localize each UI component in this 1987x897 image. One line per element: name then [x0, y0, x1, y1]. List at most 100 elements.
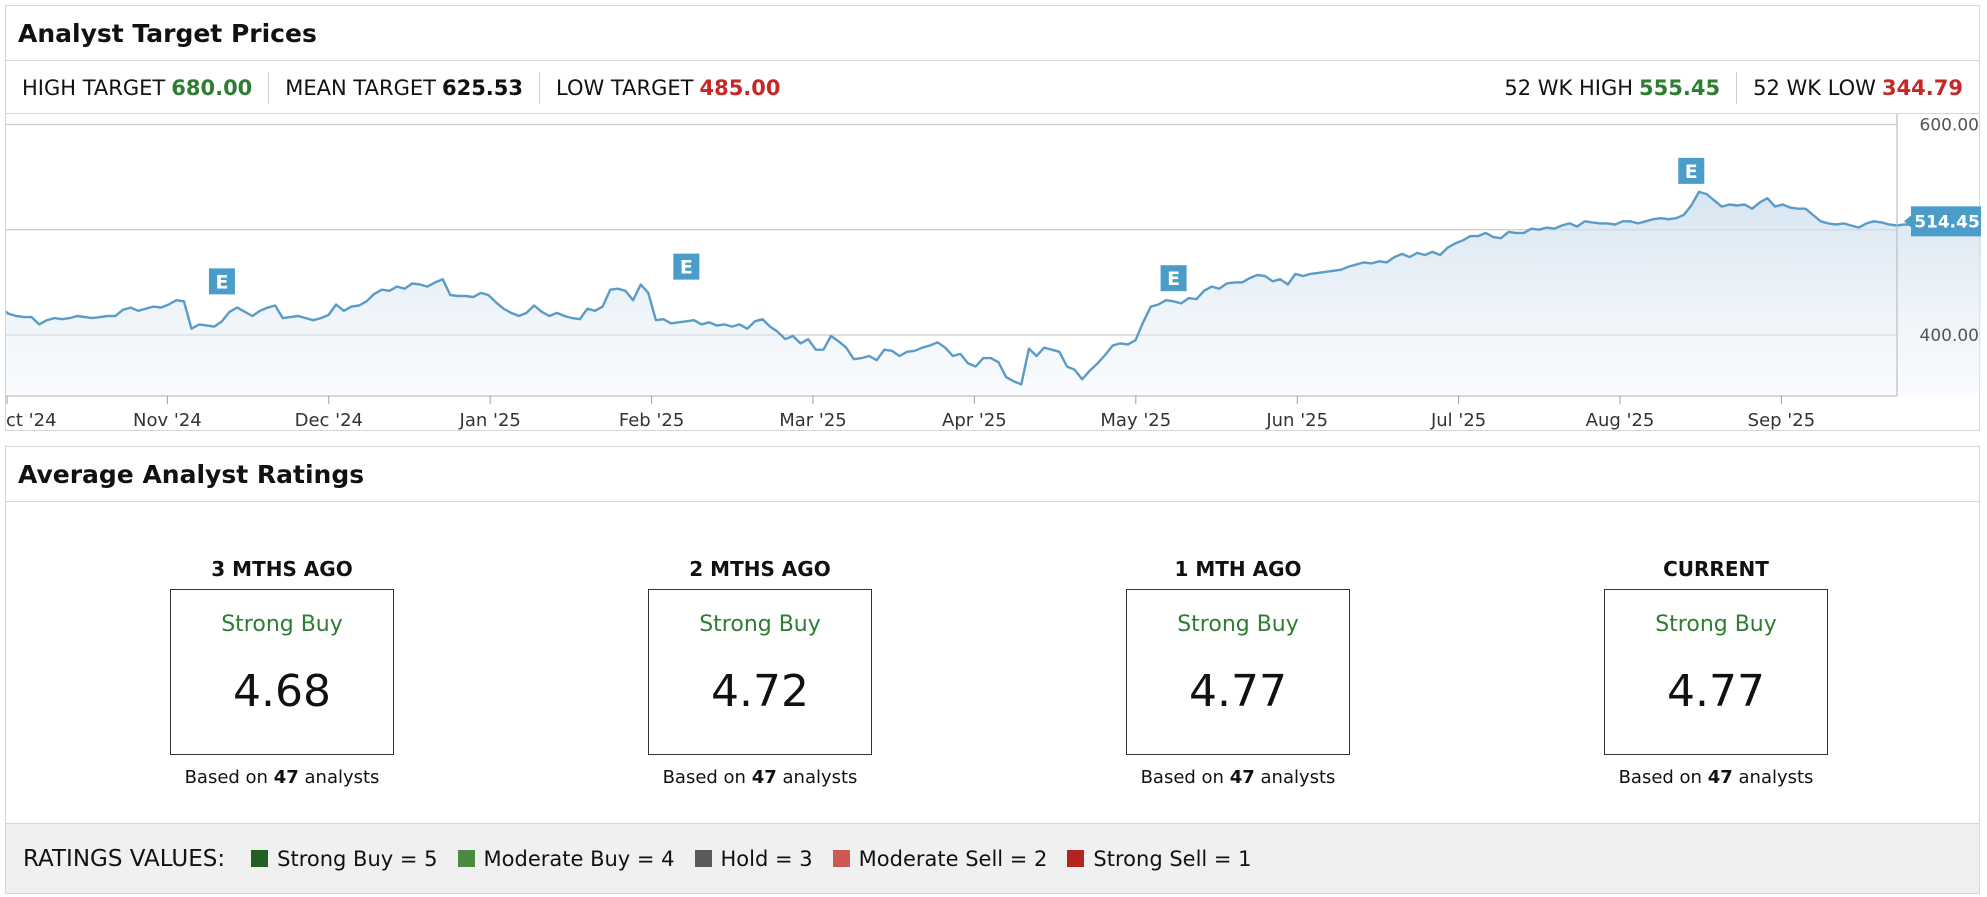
rating-period: 3 MTHS AGO	[211, 557, 353, 581]
rating-score: 4.72	[711, 666, 809, 717]
analyst-count: 47	[1707, 767, 1733, 788]
wk-low-label: 52 WK LOW	[1753, 75, 1876, 100]
earnings-marker[interactable]: E	[208, 268, 235, 295]
basis-suffix: analysts	[782, 767, 858, 788]
last-price-pointer	[1904, 215, 1911, 228]
low-target-label: LOW TARGET	[556, 75, 694, 100]
earnings-marker-label: E	[1685, 161, 1698, 183]
target-prices-header: Analyst Target Prices	[6, 6, 1979, 61]
x-tick-label: Apr '25	[942, 410, 1007, 430]
y-tick-label: 400.00	[1920, 326, 1979, 346]
high-target-stat: HIGH TARGET 680.00	[6, 72, 268, 104]
x-tick-label: Aug '25	[1586, 410, 1655, 430]
x-tick-label: Feb '25	[619, 410, 684, 430]
hold-swatch	[694, 850, 712, 867]
price-line[interactable]	[6, 190, 1981, 386]
basis-prefix: Based on	[1140, 767, 1224, 788]
target-stats-row: HIGH TARGET 680.00 MEAN TARGET 625.53 LO…	[6, 62, 1979, 114]
moderate-sell-swatch	[832, 850, 850, 867]
ratings-body: 3 MTHS AGO Strong Buy 4.68 Based on 47 a…	[6, 503, 1979, 821]
wk-low-stat: 52 WK LOW 344.79	[1736, 71, 1979, 104]
rating-column-1-month: 1 MTH AGO Strong Buy 4.77 Based on 47 an…	[1088, 557, 1388, 788]
basis-prefix: Based on	[662, 767, 746, 788]
target-prices-panel: Analyst Target Prices HIGH TARGET 680.00…	[5, 5, 1981, 431]
earnings-marker-label: E	[680, 257, 693, 279]
basis-prefix: Based on	[184, 767, 268, 788]
rating-basis: Based on 47 analysts	[132, 767, 432, 788]
earnings-marker[interactable]: E	[673, 253, 700, 280]
wk-high-value: 555.45	[1639, 75, 1721, 100]
analyst-ratings-header: Average Analyst Ratings	[6, 447, 1979, 502]
rating-basis: Based on 47 analysts	[1088, 767, 1388, 788]
last-price-tag: 514.45	[1904, 206, 1981, 237]
x-tick-label: Sep '25	[1748, 410, 1816, 430]
earnings-marker-label: E	[1167, 268, 1180, 290]
y-tick-label: 600.00	[1920, 116, 1979, 136]
rating-basis: Based on 47 analysts	[1566, 767, 1866, 788]
basis-suffix: analysts	[1260, 767, 1336, 788]
rating-score: 4.77	[1667, 666, 1765, 717]
rating-period: 1 MTH AGO	[1174, 557, 1302, 581]
rating-period: CURRENT	[1663, 557, 1769, 581]
basis-suffix: analysts	[304, 767, 380, 788]
mean-target-stat: MEAN TARGET 625.53	[268, 71, 539, 104]
legend-label: Moderate Buy = 4	[483, 846, 675, 871]
x-tick-label: Dec '24	[295, 410, 363, 430]
legend-label: Hold = 3	[720, 846, 813, 871]
rating-box: Strong Buy 4.77	[1604, 589, 1828, 755]
analyst-count: 47	[273, 767, 299, 788]
last-price-box	[1911, 206, 1981, 237]
x-tick-label: Jul '25	[1430, 410, 1486, 430]
strong-buy-swatch	[251, 850, 269, 867]
basis-suffix: analysts	[1738, 767, 1814, 788]
analyst-count: 47	[751, 767, 777, 788]
rating-label: Strong Buy	[1655, 612, 1777, 637]
rating-box: Strong Buy 4.72	[648, 589, 872, 755]
price-area	[6, 191, 1981, 396]
x-tick-label: Jun '25	[1265, 410, 1328, 430]
wk-low-value: 344.79	[1881, 75, 1963, 100]
ratings-legend: RATINGS VALUES: Strong Buy = 5 Moderate …	[6, 823, 1979, 893]
legend-item-strong-sell: Strong Sell = 1	[1067, 846, 1252, 871]
x-tick-label: Mar '25	[779, 410, 847, 430]
rating-score: 4.68	[233, 666, 331, 717]
high-target-label: HIGH TARGET	[22, 75, 166, 100]
rating-score: 4.77	[1189, 666, 1287, 717]
legend-item-moderate-buy: Moderate Buy = 4	[457, 846, 675, 871]
rating-period: 2 MTHS AGO	[689, 557, 831, 581]
moderate-buy-swatch	[457, 850, 475, 867]
x-tick-label: May '25	[1100, 410, 1171, 430]
low-target-stat: LOW TARGET 485.00	[539, 71, 797, 104]
analyst-ratings-title: Average Analyst Ratings	[18, 459, 365, 489]
earnings-marker-box	[1678, 157, 1705, 184]
earnings-marker[interactable]: E	[1160, 265, 1187, 292]
legend-label: Moderate Sell = 2	[858, 846, 1048, 871]
legend-title: RATINGS VALUES:	[23, 845, 226, 872]
rating-label: Strong Buy	[699, 612, 821, 637]
rating-column-current: CURRENT Strong Buy 4.77 Based on 47 anal…	[1566, 557, 1866, 788]
rating-box: Strong Buy 4.77	[1126, 589, 1350, 755]
strong-sell-swatch	[1067, 850, 1085, 867]
legend-label: Strong Sell = 1	[1093, 846, 1252, 871]
rating-column-2-months: 2 MTHS AGO Strong Buy 4.72 Based on 47 a…	[610, 557, 910, 788]
earnings-marker-label: E	[215, 271, 228, 293]
wk-high-stat: 52 WK HIGH 555.45	[1488, 72, 1736, 104]
rating-label: Strong Buy	[221, 612, 343, 637]
x-tick-label: ct '24	[6, 410, 57, 430]
basis-prefix: Based on	[1618, 767, 1702, 788]
rating-basis: Based on 47 analysts	[610, 767, 910, 788]
analyst-count: 47	[1229, 767, 1255, 788]
wk-high-label: 52 WK HIGH	[1504, 75, 1634, 100]
x-axis-ticks: ct '24 Nov '24 Dec '24 Jan '25 Feb '25 Mar '2…	[6, 396, 1815, 430]
earnings-marker-box	[208, 268, 235, 295]
earnings-markers: E E E E	[208, 157, 1705, 295]
rating-column-3-months: 3 MTHS AGO Strong Buy 4.68 Based on 47 a…	[132, 557, 432, 788]
earnings-marker-box	[673, 253, 700, 280]
x-tick-label: Jan '25	[459, 410, 521, 430]
legend-item-hold: Hold = 3	[694, 846, 813, 871]
legend-item-moderate-sell: Moderate Sell = 2	[832, 846, 1048, 871]
earnings-marker[interactable]: E	[1678, 157, 1705, 184]
x-tick-label: Nov '24	[133, 410, 202, 430]
target-prices-title: Analyst Target Prices	[18, 18, 317, 48]
